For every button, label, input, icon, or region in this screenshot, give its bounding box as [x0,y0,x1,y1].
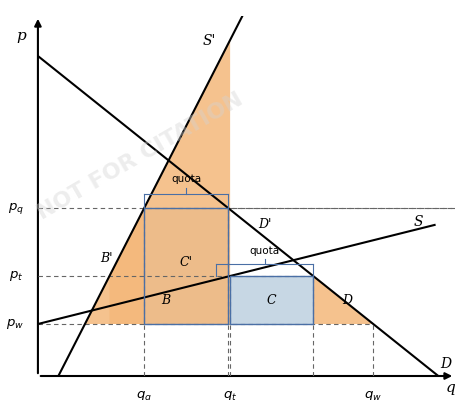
Text: $p_t$: $p_t$ [9,269,24,283]
Text: D': D' [258,218,272,230]
Text: NOT FOR CITATION: NOT FOR CITATION [34,89,246,223]
Text: $q_t$: $q_t$ [223,389,237,400]
Text: C: C [267,294,276,306]
Text: D: D [342,294,352,306]
Polygon shape [230,276,313,324]
Bar [230,276,313,324]
Bar [144,208,228,324]
Polygon shape [85,208,144,324]
Text: $p_q$: $p_q$ [8,200,24,216]
Text: q: q [446,381,456,395]
Text: D: D [440,357,451,371]
Text: quota: quota [249,246,280,256]
Polygon shape [144,208,228,324]
Text: $q_w$: $q_w$ [364,389,382,400]
Text: quota: quota [171,174,201,184]
Polygon shape [313,276,373,324]
Text: S': S' [203,34,216,48]
Text: C': C' [180,256,192,268]
Text: S: S [413,215,423,229]
Text: $q_q$: $q_q$ [136,389,152,400]
Text: B: B [161,294,170,306]
Text: B': B' [100,252,113,264]
Text: $p_w$: $p_w$ [6,317,24,331]
Polygon shape [109,40,230,324]
Text: p: p [17,29,27,43]
